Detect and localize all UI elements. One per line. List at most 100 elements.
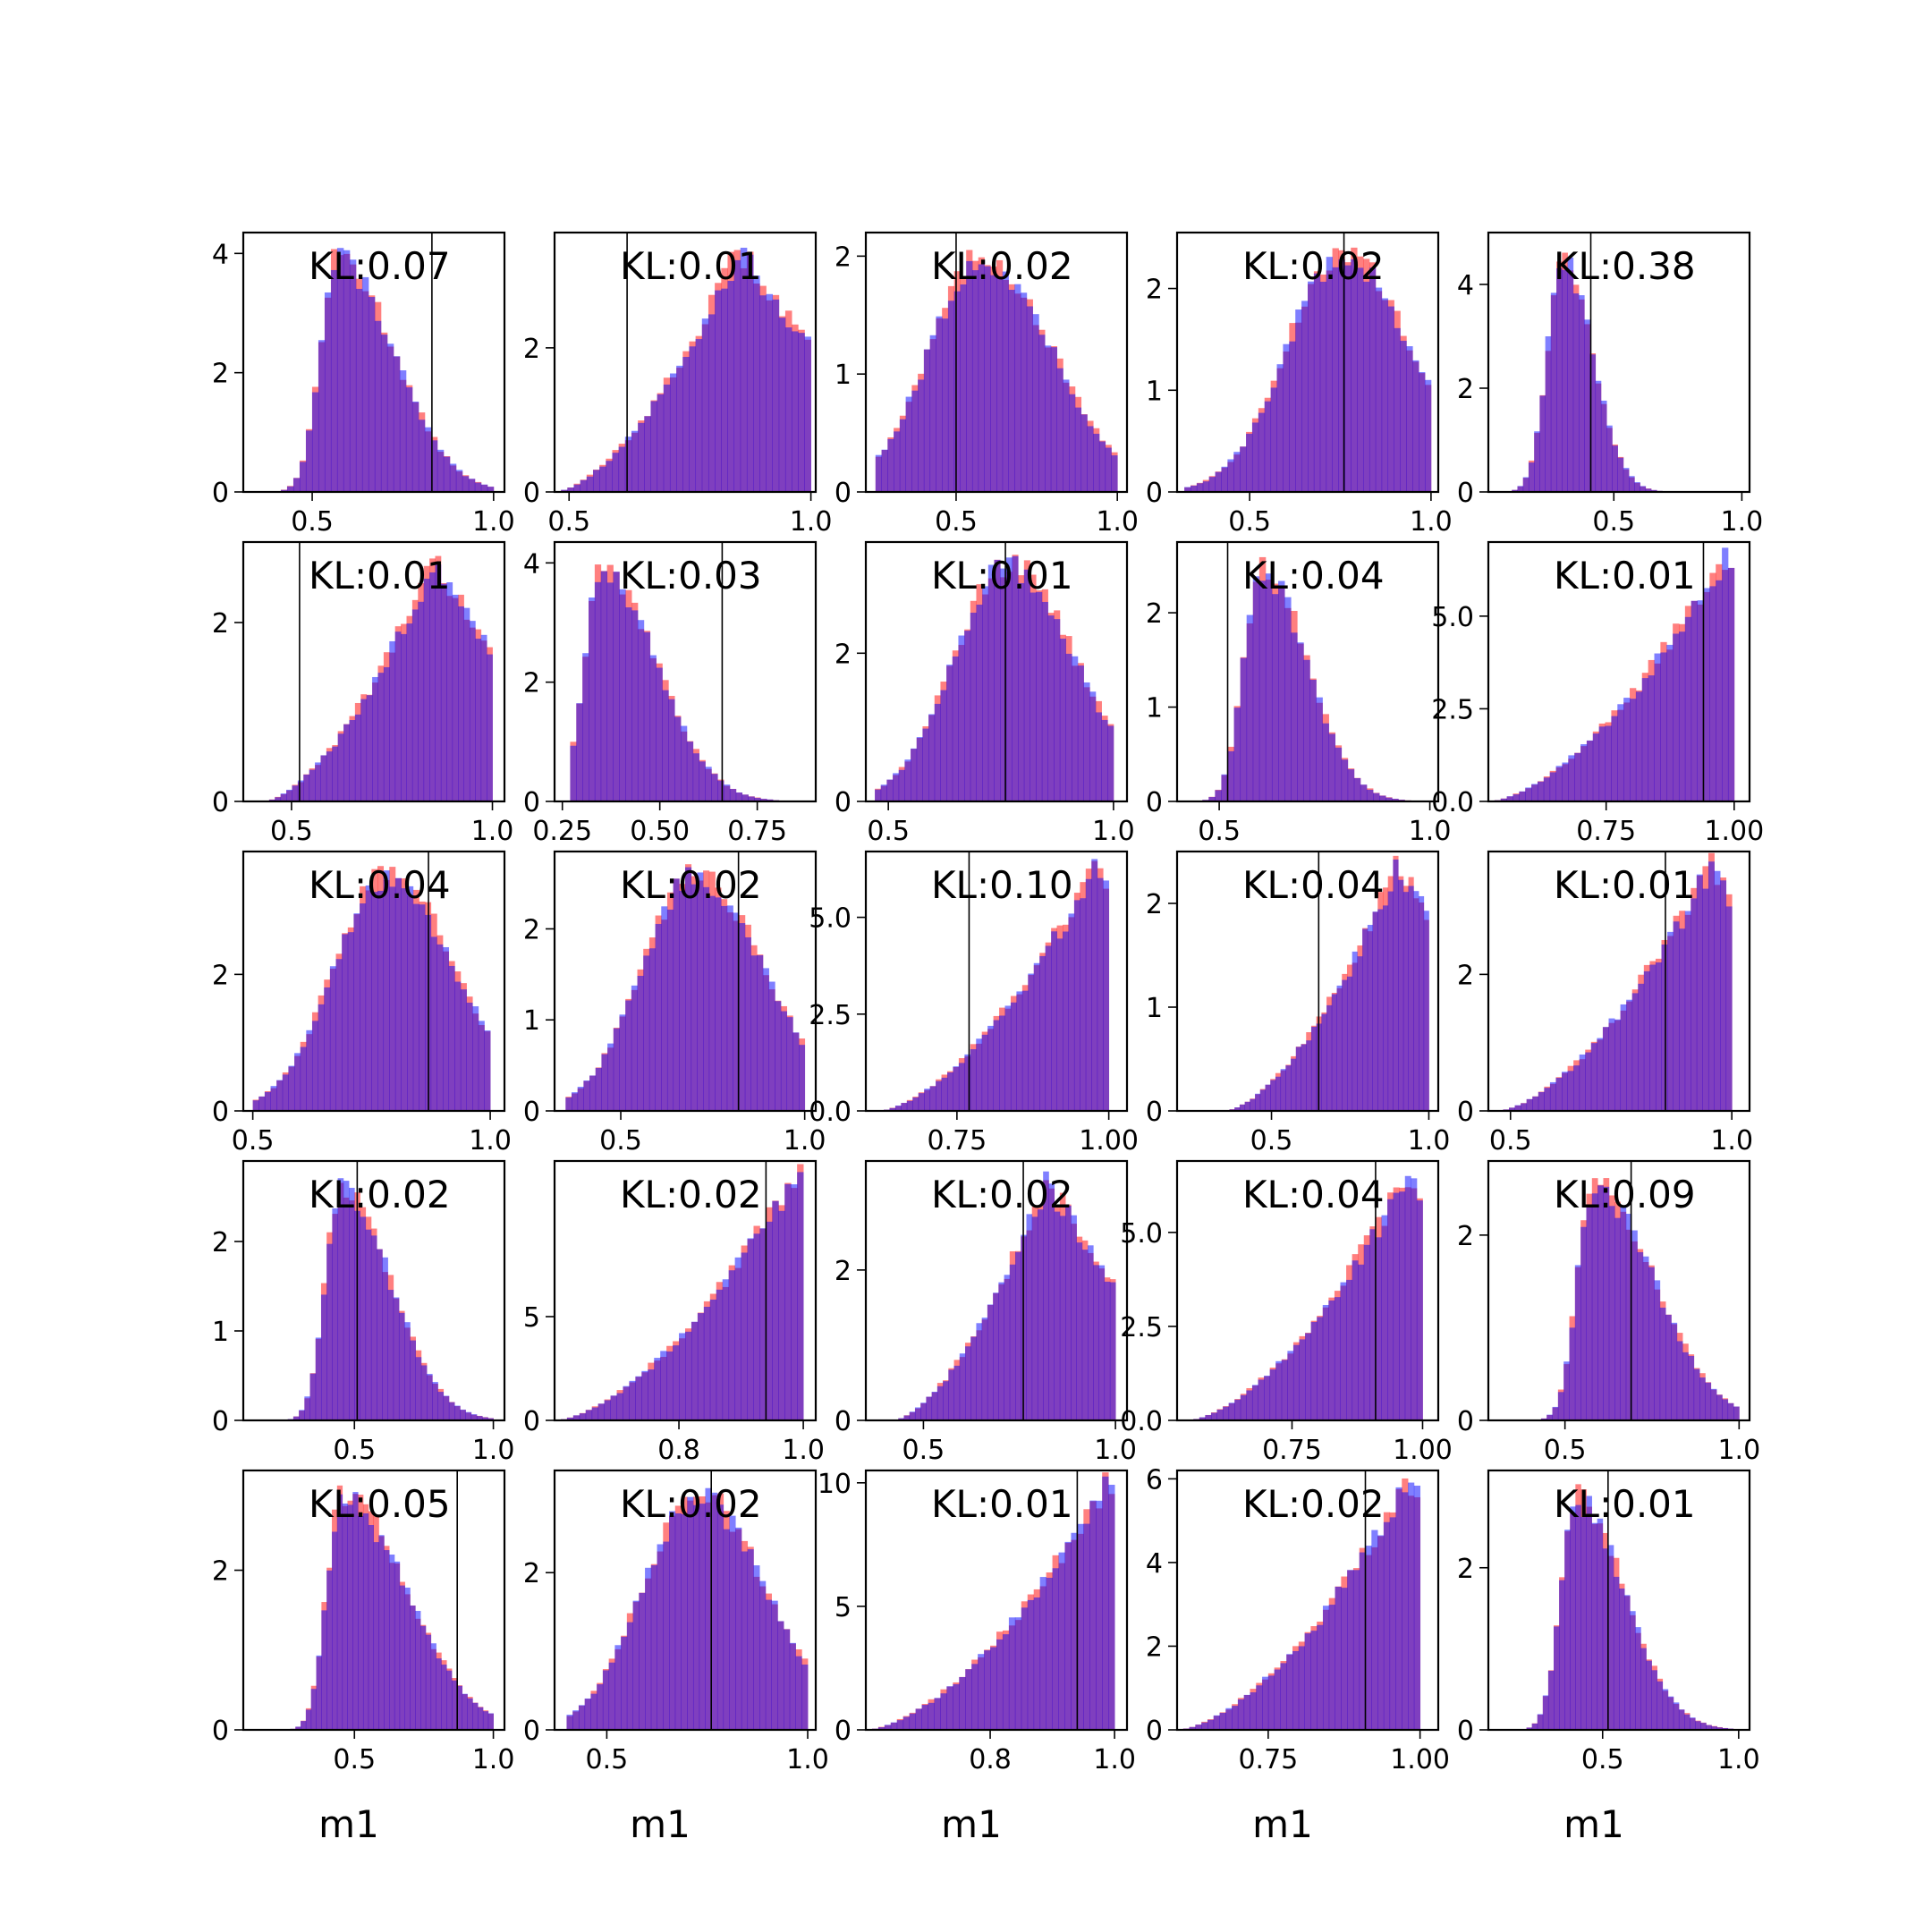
blue-hist-bar	[362, 1513, 369, 1730]
blue-hist-bar	[680, 725, 688, 801]
blue-hist-bar	[393, 356, 401, 492]
blue-hist-bar	[607, 1043, 614, 1111]
blue-hist-bar	[405, 387, 413, 492]
blue-hist-bar	[342, 1503, 348, 1730]
blue-hist-bar	[729, 1515, 736, 1730]
blue-hist-bar	[1258, 580, 1267, 801]
blue-hist-bar	[1642, 1256, 1649, 1420]
blue-hist-bar	[624, 436, 632, 492]
axes-frame	[1487, 850, 1751, 1113]
blue-hist-bar	[1028, 973, 1035, 1111]
blue-hist-bar	[903, 1415, 911, 1420]
y-tick-label: 10	[818, 1469, 852, 1500]
blue-hist-bar	[1512, 489, 1518, 492]
blue-hist-bar	[1640, 486, 1647, 492]
blue-hist-bar	[1620, 1206, 1627, 1420]
blue-hist-bar	[1237, 1699, 1245, 1730]
blue-hist-bar	[958, 635, 965, 801]
blue-hist-bar	[1087, 1245, 1094, 1420]
blue-hist-bar	[576, 703, 583, 801]
blue-hist-bar	[976, 1323, 983, 1420]
blue-hist-bar	[573, 484, 581, 492]
blue-hist-bar	[597, 1684, 604, 1730]
blue-hist-bar	[1725, 906, 1733, 1111]
blue-hist-bar	[1592, 733, 1600, 801]
blue-hist-bar	[384, 1550, 390, 1730]
blue-hist-bar	[715, 290, 722, 492]
blue-hist-bar	[1227, 750, 1234, 801]
blue-hist-bar	[941, 1077, 948, 1111]
blue-hist-bar	[347, 932, 354, 1111]
y-tick-label: 0	[1457, 478, 1474, 509]
blue-hist-bar	[795, 1656, 802, 1730]
blue-hist-bar	[1059, 1216, 1066, 1420]
blue-hist-bar	[399, 1585, 405, 1730]
blue-hist-bar	[1046, 1577, 1053, 1730]
blue-hist-bar	[1295, 309, 1302, 492]
blue-hist-bar	[310, 1689, 317, 1730]
blue-hist-bar	[625, 1000, 632, 1111]
blue-hist-bar	[1252, 576, 1260, 801]
blue-hist-bar	[626, 1622, 633, 1730]
blue-hist-bar	[648, 948, 656, 1111]
blue-hist-bar	[934, 703, 941, 801]
blue-hist-bar	[648, 1369, 655, 1420]
blue-hist-bar	[1059, 639, 1066, 801]
y-tick-label: 2	[1457, 1554, 1474, 1585]
blue-hist-bar	[875, 789, 882, 801]
blue-hist-bar	[1076, 1242, 1083, 1420]
blue-hist-bar	[478, 1021, 485, 1111]
subplot-3-4: 0.5 1.0 0 2 KL:0.09	[1457, 1159, 1760, 1466]
blue-hist-bar	[1709, 586, 1716, 801]
blue-hist-bar	[1661, 945, 1668, 1111]
blue-hist-bar	[315, 1337, 322, 1420]
blue-hist-bar	[982, 586, 989, 801]
blue-hist-bar	[487, 1713, 494, 1730]
blue-hist-bar	[1643, 970, 1650, 1111]
blue-hist-bar	[1341, 759, 1349, 801]
blue-hist-bar	[1366, 789, 1374, 801]
blue-hist-bar	[1358, 1264, 1365, 1420]
y-tick-label: 1	[1146, 993, 1163, 1024]
blue-hist-bar	[1382, 905, 1389, 1111]
blue-hist-bar	[701, 318, 709, 492]
y-tick-label: 0	[1457, 1097, 1474, 1128]
blue-hist-bar	[637, 975, 644, 1111]
blue-hist-bar	[899, 419, 907, 492]
blue-hist-bar	[1087, 426, 1094, 492]
blue-hist-bar	[1335, 1586, 1342, 1730]
kl-annotation: KL:0.09	[1554, 1173, 1696, 1216]
blue-hist-bar	[759, 1228, 767, 1420]
blue-hist-bar	[1359, 1552, 1366, 1730]
blue-hist-bar	[1344, 265, 1352, 492]
blue-hist-bar	[462, 1693, 468, 1730]
blue-hist-bar	[682, 357, 690, 492]
blue-hist-bar	[472, 1006, 479, 1111]
blue-hist-bar	[476, 1416, 483, 1420]
blue-hist-bar	[990, 275, 997, 492]
blue-hist-bar	[1635, 691, 1643, 801]
histogram-bars	[875, 250, 1118, 492]
blue-hist-bar	[733, 259, 741, 492]
blue-hist-bar	[1634, 482, 1640, 492]
histogram-bars	[252, 866, 491, 1111]
kl-annotation: KL:0.04	[1242, 863, 1385, 907]
blue-hist-bar	[401, 633, 407, 801]
blue-hist-bar	[286, 486, 294, 492]
blue-hist-bar	[394, 877, 402, 1111]
blue-hist-bar	[629, 1380, 636, 1420]
blue-hist-bar	[880, 784, 887, 801]
blue-hist-bar	[1611, 716, 1618, 801]
blue-hist-bar	[1265, 573, 1273, 801]
blue-hist-bar	[1199, 1417, 1206, 1420]
blue-hist-bar	[1419, 895, 1425, 1111]
blue-hist-bar	[1544, 1088, 1551, 1111]
blue-hist-bar	[1039, 1577, 1047, 1730]
blue-hist-bar	[387, 1290, 394, 1420]
blue-hist-bar	[304, 1396, 310, 1420]
blue-hist-bar	[1009, 1264, 1016, 1420]
blue-hist-bar	[649, 655, 657, 801]
blue-hist-bar	[1606, 425, 1613, 492]
blue-hist-bar	[1655, 962, 1662, 1111]
blue-hist-bar	[377, 673, 385, 801]
